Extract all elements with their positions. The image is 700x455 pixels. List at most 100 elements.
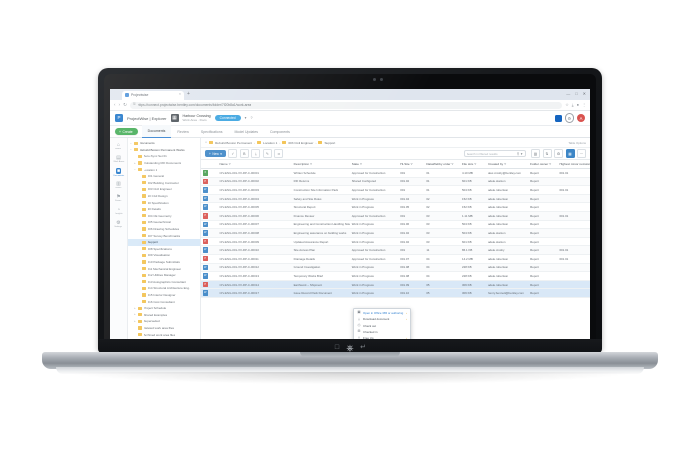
header-caret-icon[interactable]: ▾	[244, 116, 247, 120]
rail-item-forms[interactable]: ⚑ Forms	[111, 193, 126, 205]
menu-item[interactable]: ⤒ Free Up ›	[354, 335, 410, 339]
browser-tab[interactable]: Projectwise ×	[122, 90, 184, 100]
window-close-icon[interactable]: ✕	[582, 90, 586, 96]
sort-icon[interactable]: ⇅	[542, 149, 552, 158]
grid-icon[interactable]	[554, 114, 562, 122]
tree-node[interactable]: 009 Visualisation	[128, 252, 200, 259]
tree-node[interactable]: Auto-Sync Set 01	[128, 153, 200, 160]
tree-node[interactable]: 006 Drawing Schedules	[128, 226, 200, 233]
tree-node[interactable]: 016 Cost Consultant	[128, 298, 200, 305]
table-options-link[interactable]: Table Options	[568, 140, 586, 145]
new-button[interactable]: + New ▾	[205, 150, 226, 157]
more-icon[interactable]: ⋯	[577, 149, 586, 158]
grid-view-icon[interactable]: ▦	[565, 149, 575, 158]
tab-specifications[interactable]: Specifications	[200, 129, 223, 134]
column-header[interactable]: Name∇	[217, 160, 292, 169]
rail-item-documents[interactable]: ■ Documents	[111, 167, 126, 179]
home-icon[interactable]: □	[334, 344, 340, 351]
settings-icon[interactable]: ⚙	[554, 149, 563, 158]
tree-node[interactable]: Deleted work area files	[128, 325, 200, 332]
tree-node[interactable]: 012 Utilities Manager	[128, 272, 200, 279]
expander-icon[interactable]: +	[134, 312, 136, 317]
filter-icon[interactable]: ∇	[410, 162, 413, 166]
bold-icon[interactable]: B	[239, 149, 249, 158]
tab-close-icon[interactable]: ×	[178, 92, 181, 97]
table-row[interactable]: W CIV-ENG-001-XX-RP-C-00004 Safety and Sit…	[201, 194, 590, 204]
tree-node[interactable]: 014 Structural Architecture Eng.	[128, 285, 200, 292]
tree-node[interactable]: 008 Specifications	[128, 246, 200, 253]
column-header[interactable]	[201, 160, 218, 169]
filter-icon[interactable]: ∇	[228, 162, 231, 166]
filter-icon[interactable]: ∇	[474, 162, 477, 166]
tree-node[interactable]: + Shared Examples	[128, 311, 200, 318]
breadcrumb-item[interactable]: 003 Civil Engineer	[288, 140, 314, 145]
rail-item-settings[interactable]: ⚙ Settings	[111, 219, 126, 231]
tree-node[interactable]: Archived work area files	[128, 331, 200, 338]
tree-node[interactable]: + Superseded	[128, 318, 200, 325]
tree-node[interactable]: 001 General	[128, 173, 200, 180]
filter-icon[interactable]: ∇	[549, 162, 552, 166]
browser-menu-icon[interactable]: ⋮	[582, 102, 586, 107]
table-row[interactable]: W CIV-ENG-001-XX-RP-C-00017 Issue Record P…	[201, 288, 590, 298]
tree-node[interactable]: Support	[128, 238, 200, 246]
tree-node[interactable]: 005 Geotechnical	[128, 219, 200, 226]
table-row[interactable]: P CIV-ENG-001-XX-RP-C-00011 Drainage Detai…	[201, 254, 590, 264]
back-icon[interactable]: ↵	[360, 344, 366, 351]
search-icon[interactable]: ⚲	[516, 151, 520, 156]
tab-model-updates[interactable]: Model Updates	[234, 129, 259, 134]
table-row[interactable]: P CIV-ENG-001-XX-RP-C-00002 RFI Returns Sha…	[201, 177, 590, 187]
help-icon[interactable]: ?	[250, 116, 253, 120]
filter-icon[interactable]: ∇	[359, 162, 362, 166]
window-minimize-icon[interactable]: —	[566, 90, 571, 96]
link-icon[interactable]: ∞	[274, 149, 284, 158]
breadcrumb-item[interactable]: Rebuild Boston Permanent	[215, 140, 253, 145]
download-icon[interactable]: ⤓	[571, 102, 574, 107]
table-row[interactable]: W CIV-ENG-001-XX-RP-C-00008 Engineering as…	[201, 228, 590, 238]
home-icon[interactable]: ⌂	[205, 139, 208, 144]
search-input[interactable]: Search in filtered results ⚲ ▾	[463, 150, 526, 157]
chevron-down-icon[interactable]: ▾	[520, 151, 523, 156]
column-header[interactable]: Hi-Site∇	[398, 160, 425, 169]
url-input[interactable]: ⚿ https://connect.projectwise.bentley.co…	[129, 101, 563, 109]
tree-node[interactable]: + Project Schedule	[128, 305, 200, 312]
tree-node[interactable]: 10 Civil Design	[128, 193, 200, 200]
breadcrumb-item[interactable]: Location 1	[263, 140, 278, 145]
rail-item-issues[interactable]: ▥ Issues	[111, 180, 126, 192]
tree-node[interactable]: − Rebuild Boston Permanent Works	[128, 147, 200, 154]
edit-icon[interactable]: ✎	[262, 149, 272, 158]
power-icon[interactable]: ⎈	[346, 343, 354, 353]
profile-icon[interactable]: ●	[576, 102, 579, 107]
menu-item[interactable]: ⎙ Check out	[354, 323, 410, 329]
expander-icon[interactable]: +	[134, 305, 136, 310]
column-header[interactable]: DataWebby order∇	[424, 160, 461, 169]
tree-node[interactable]: 010 Package Submittals	[128, 259, 200, 266]
tree-node[interactable]: 003 Civil Engineer	[128, 186, 200, 193]
project-meta[interactable]: Harbour Crossing Work Area · Docs	[183, 114, 211, 123]
column-header[interactable]: File size∇	[460, 160, 487, 169]
tree-node[interactable]: 20 Specification	[128, 199, 200, 206]
column-header[interactable]: State∇	[349, 160, 399, 169]
tab-components[interactable]: Components	[270, 129, 290, 134]
table-row[interactable]: W CIV-ENG-001-XX-RP-C-00012 Ground Investi…	[201, 263, 590, 273]
table-row[interactable]: W CIV-ENG-001-XX-RP-C-00003 Construction S…	[201, 185, 590, 195]
column-header[interactable]: Created by∇	[486, 160, 529, 169]
back-icon[interactable]: ‹	[114, 101, 116, 107]
table-row[interactable]: W CIV-ENG-001-XX-RP-C-00013 Temporary Work…	[201, 271, 590, 281]
table-row[interactable]: P CIV-ENG-001-XX-RP-C-00014 Earthwork – Sh…	[201, 280, 590, 290]
reload-icon[interactable]: ↻	[123, 101, 127, 107]
tree-node[interactable]: 007 Survey Benchmarks	[128, 232, 200, 239]
menu-item[interactable]: ⤓ Download document ›	[354, 316, 410, 322]
tree-node[interactable]: + Outstanding RFI Documents	[128, 160, 200, 167]
tree-node[interactable]: 004 CE Geometry	[128, 213, 200, 220]
table-row[interactable]: X CIV-ENG-001-XX-RP-C-00001 Written Schedu…	[201, 168, 590, 178]
new-tab-icon[interactable]: +	[187, 91, 190, 97]
tree-node[interactable]: 30 Details	[128, 206, 200, 213]
table-row[interactable]: W CIV-ENG-001-XX-RP-C-00005 Structural Rep…	[201, 202, 590, 212]
table-row[interactable]: P CIV-ENG-001-XX-RP-C-00009 Updated Assura…	[201, 237, 590, 247]
rail-item-insights[interactable]: ◔ Insights	[111, 206, 126, 218]
expander-icon[interactable]: −	[134, 167, 136, 172]
tree-node[interactable]: 002 Building Contractor	[128, 180, 200, 187]
gear-icon[interactable]: ⚙	[564, 113, 574, 123]
menu-item[interactable]: ▣ Open in Office 365 or authoring ›	[354, 310, 410, 316]
create-button[interactable]: + Create	[115, 127, 138, 136]
